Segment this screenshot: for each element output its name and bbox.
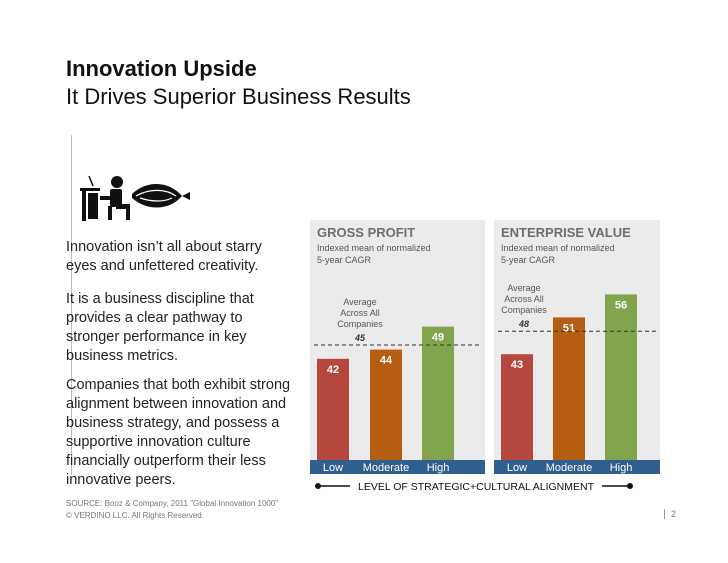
- average-label-line: Average: [507, 283, 540, 293]
- chart-subtitle-line: 5-year CAGR: [317, 255, 372, 265]
- bar-value-label: 43: [511, 359, 523, 371]
- chart-title-2: ENTERPRISE VALUE: [501, 225, 631, 240]
- copyright-text: © VERDINO LLC. All Rights Reserved.: [66, 511, 204, 520]
- innovator-at-desk-icon: [80, 176, 190, 221]
- bar-value-label: 49: [432, 332, 444, 344]
- page-title: Innovation Upside: [66, 56, 257, 81]
- chart-title-1: GROSS PROFIT: [317, 225, 415, 240]
- bar-value-label: 44: [380, 355, 393, 367]
- bar-low: [317, 358, 349, 460]
- category-label-high: High: [610, 462, 633, 474]
- source-text: SOURCE: Booz & Company, 2011 "Global Inn…: [66, 499, 279, 508]
- category-label-high: High: [427, 462, 450, 474]
- intro-paragraph: Innovation isn’t all about starry eyes a…: [66, 239, 262, 274]
- bar-value-label: 56: [615, 299, 627, 311]
- bar-high: [605, 294, 637, 460]
- average-label-line: Across All: [504, 294, 544, 304]
- average-label-line: Average: [343, 297, 376, 307]
- x-axis-rule-start-dot: [315, 483, 321, 489]
- page-number: 2: [664, 509, 676, 519]
- category-band-1: [310, 460, 485, 474]
- x-axis-rule-end-dot: [627, 483, 633, 489]
- bar-value-label: 51: [563, 322, 575, 334]
- average-label-line: Companies: [337, 319, 383, 329]
- x-axis-label: LEVEL OF STRATEGIC+CULTURAL ALIGNMENT: [358, 481, 595, 493]
- bar-moderate: [553, 317, 585, 460]
- bar-low: [501, 354, 533, 460]
- category-band-2: [494, 460, 660, 474]
- average-label-line: Companies: [501, 305, 547, 315]
- average-label-line: Across All: [340, 308, 380, 318]
- category-label-low: Low: [507, 462, 527, 474]
- bar-value-label: 42: [327, 364, 339, 376]
- bar-moderate: [370, 349, 402, 460]
- category-label-moderate: Moderate: [546, 462, 592, 474]
- average-value-label: 45: [354, 333, 366, 343]
- category-label-moderate: Moderate: [363, 462, 409, 474]
- average-value-label: 48: [518, 319, 529, 329]
- chart-subtitle-line: Indexed mean of normalized: [501, 243, 615, 253]
- left-divider: [71, 135, 72, 475]
- bar-high: [422, 326, 454, 460]
- chart-subtitle-line: 5-year CAGR: [501, 255, 556, 265]
- chart-subtitle-line: Indexed mean of normalized: [317, 243, 431, 253]
- category-label-low: Low: [323, 462, 343, 474]
- discipline-paragraph: It is a business discipline that provide…: [66, 291, 254, 364]
- page-subtitle: It Drives Superior Business Results: [66, 84, 411, 109]
- x-axis-label-bg: [350, 478, 602, 492]
- outperform-paragraph: Companies that both exhibit strong align…: [66, 377, 291, 488]
- source-note: SOURCE: Booz & Company, 2011 "Global Inn…: [66, 498, 278, 522]
